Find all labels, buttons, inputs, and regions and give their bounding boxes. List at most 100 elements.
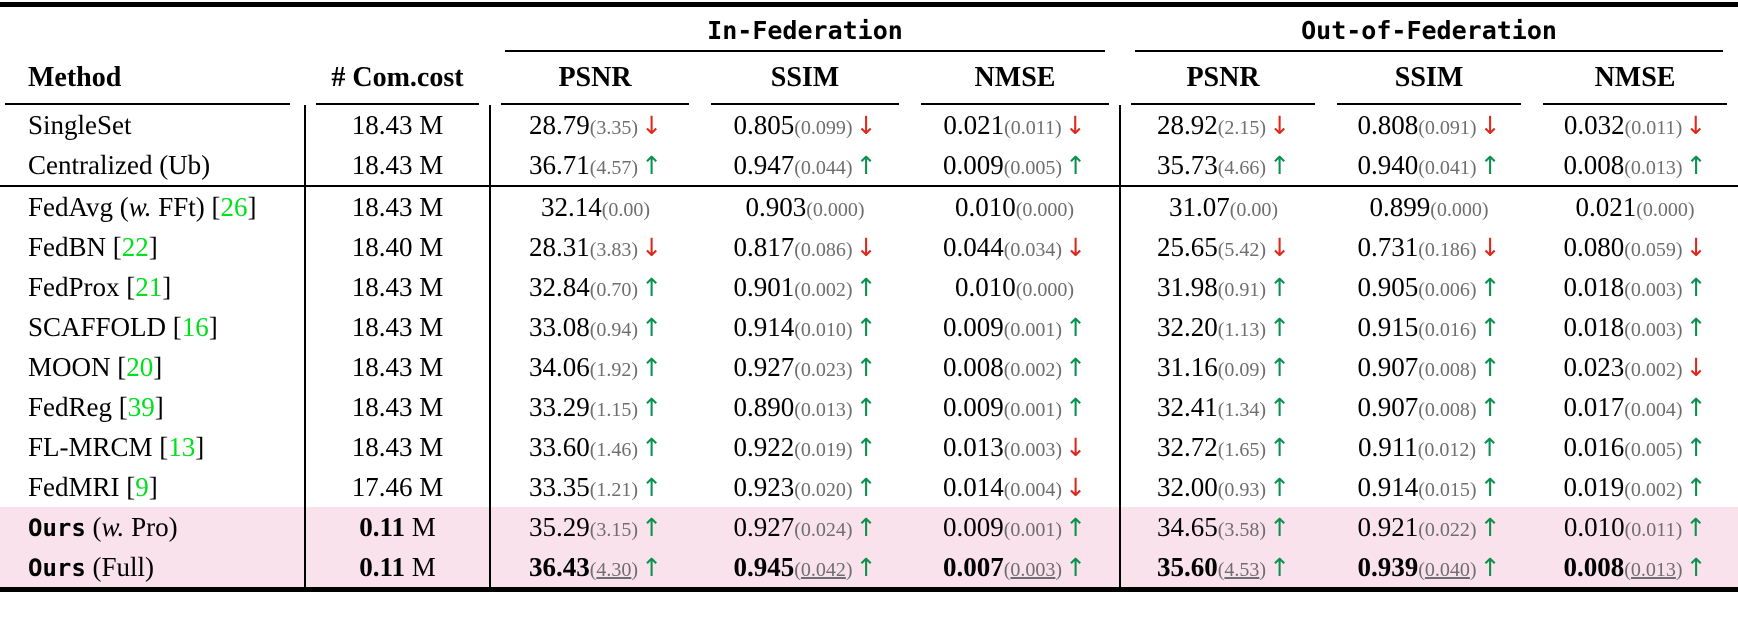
citation-link[interactable]: 9: [135, 471, 149, 502]
comcost-value: 18.43: [351, 311, 413, 342]
metric-cell: 28.79(3.35) ↓: [489, 105, 700, 145]
citation-link[interactable]: 20: [126, 351, 154, 382]
down-arrow-icon: ↓: [1065, 432, 1087, 462]
metric-cell: 0.019(0.002) ↑: [1532, 467, 1738, 507]
comcost-cell: 0.11 M: [304, 547, 490, 590]
metric-std: (0.002): [794, 278, 853, 301]
metric-value: 33.35: [528, 471, 590, 502]
method-cell: Centralized (Ub): [0, 145, 305, 187]
metric-std-number: 3.83: [596, 238, 632, 261]
citation-link[interactable]: 13: [168, 431, 196, 462]
metric-cell: 35.60(4.53) ↑: [1119, 547, 1327, 590]
method-text: ]: [154, 391, 164, 422]
up-arrow-icon: ↑: [1479, 432, 1501, 462]
metric-std: (3.83): [589, 238, 639, 261]
comcost-cell: 18.43 M: [304, 307, 490, 347]
metric-cell: 0.914(0.015) ↑: [1326, 467, 1532, 507]
metric-std-number: 0.94: [596, 318, 632, 341]
metric-cell: 0.007(0.003) ↑: [910, 547, 1121, 590]
down-arrow-icon: ↓: [641, 110, 663, 140]
method-cell: FedBN [22]: [0, 227, 305, 267]
metric-value: 0.922: [733, 431, 795, 462]
metric-std: (0.002): [1003, 358, 1063, 381]
metric-value: 0.947: [733, 149, 795, 180]
metric-cell: 31.98(0.91) ↑: [1119, 267, 1327, 307]
up-arrow-icon: ↑: [1685, 312, 1707, 342]
metric-value: 33.29: [528, 391, 590, 422]
metric-cell: 0.016(0.005) ↑: [1532, 427, 1738, 467]
metric-std: (0.013): [1624, 558, 1683, 581]
nmse-column-header-in: NMSE: [910, 52, 1120, 105]
metric-cell: 0.010(0.000): [910, 267, 1120, 307]
metric-std-number: 0.003: [1630, 278, 1676, 301]
up-arrow-icon: ↑: [1479, 552, 1501, 582]
metric-std: (0.005): [1624, 438, 1683, 461]
method-text: FL-MRCM [: [28, 431, 169, 462]
metric-cell: 0.009(0.001) ↑: [910, 507, 1121, 547]
metric-value: 28.31: [528, 231, 590, 262]
up-arrow-icon: ↑: [855, 432, 877, 462]
method-text: w.: [101, 511, 125, 542]
metric-cell: 0.901(0.002) ↑: [700, 267, 910, 307]
metric-std-number: 0.010: [800, 318, 846, 341]
metric-std-number: 0.003: [1010, 558, 1056, 581]
metric-cell: 0.010(0.011) ↑: [1532, 507, 1738, 547]
up-arrow-icon: ↑: [1269, 432, 1291, 462]
up-arrow-icon: ↑: [641, 272, 663, 302]
metric-value: 0.080: [1563, 231, 1625, 262]
citation-link[interactable]: 39: [127, 391, 155, 422]
group-header-out-of-federation: Out-of-Federation: [1120, 5, 1738, 52]
comcost-value: 0.11: [359, 551, 405, 582]
metric-std: (2.15): [1217, 116, 1267, 139]
metric-cell: 34.06(1.92) ↑: [489, 347, 700, 387]
comcost-value: 0.11: [359, 511, 405, 542]
metric-std-number: 0.086: [800, 238, 846, 261]
metric-cell: 0.923(0.020) ↑: [700, 467, 910, 507]
metric-value: 0.044: [942, 231, 1004, 262]
metric-std-number: 0.09: [1224, 358, 1260, 381]
metric-std: (0.040): [1418, 558, 1477, 581]
comcost-value: 18.43: [351, 431, 413, 462]
metric-std-number: 0.002: [1630, 358, 1676, 381]
metric-std: (0.086): [794, 238, 853, 261]
up-arrow-icon: ↑: [1685, 552, 1707, 582]
group-label-out-of-federation: Out-of-Federation: [1301, 16, 1557, 45]
up-arrow-icon: ↑: [1685, 472, 1707, 502]
metric-cell: 0.013(0.003) ↓: [910, 427, 1120, 467]
citation-link[interactable]: 22: [121, 231, 149, 262]
metric-value: 0.907: [1357, 391, 1419, 422]
metric-std-number: 1.65: [1224, 438, 1260, 461]
metric-cell: 0.939(0.040) ↑: [1326, 547, 1533, 590]
metric-cell: 0.907(0.008) ↑: [1326, 387, 1532, 427]
metric-std: (4.53): [1217, 558, 1267, 581]
citation-link[interactable]: 21: [135, 271, 163, 302]
metric-value: 0.010: [1563, 511, 1625, 542]
up-arrow-icon: ↑: [1479, 150, 1501, 180]
metric-value: 0.007: [942, 551, 1004, 582]
metric-value: 0.901: [733, 271, 795, 302]
group-header-row: In-Federation Out-of-Federation: [0, 5, 1738, 52]
metric-std-number: 0.93: [1224, 478, 1260, 501]
method-text: (Full): [85, 551, 155, 582]
metric-value: 0.915: [1357, 311, 1419, 342]
metric-std-number: 0.002: [1630, 478, 1676, 501]
method-text: ]: [195, 431, 205, 462]
up-arrow-icon: ↑: [1479, 272, 1501, 302]
metric-std-number: 0.022: [1424, 518, 1470, 541]
up-arrow-icon: ↑: [1269, 352, 1291, 382]
metric-std-number: 0.002: [800, 278, 846, 301]
citation-link[interactable]: 26: [220, 191, 248, 222]
metric-value: 32.20: [1156, 311, 1218, 342]
metric-std: (0.002): [1624, 358, 1683, 381]
metric-std: (0.006): [1418, 278, 1477, 301]
metric-std: (0.000): [1636, 198, 1695, 221]
metric-std: (0.004): [1003, 478, 1063, 501]
metric-value: 0.914: [1357, 471, 1419, 502]
metric-std-number: 3.35: [596, 116, 632, 139]
metric-std: (0.019): [794, 438, 853, 461]
citation-link[interactable]: 16: [181, 311, 209, 342]
metric-std-number: 0.001: [1010, 318, 1056, 341]
table-row: Ours (w. Pro) 0.11 M 35.29(3.15) ↑ 0.927(0.0…: [0, 507, 1738, 547]
metric-std: (1.15): [589, 398, 639, 421]
metric-value: 0.010: [954, 271, 1016, 302]
